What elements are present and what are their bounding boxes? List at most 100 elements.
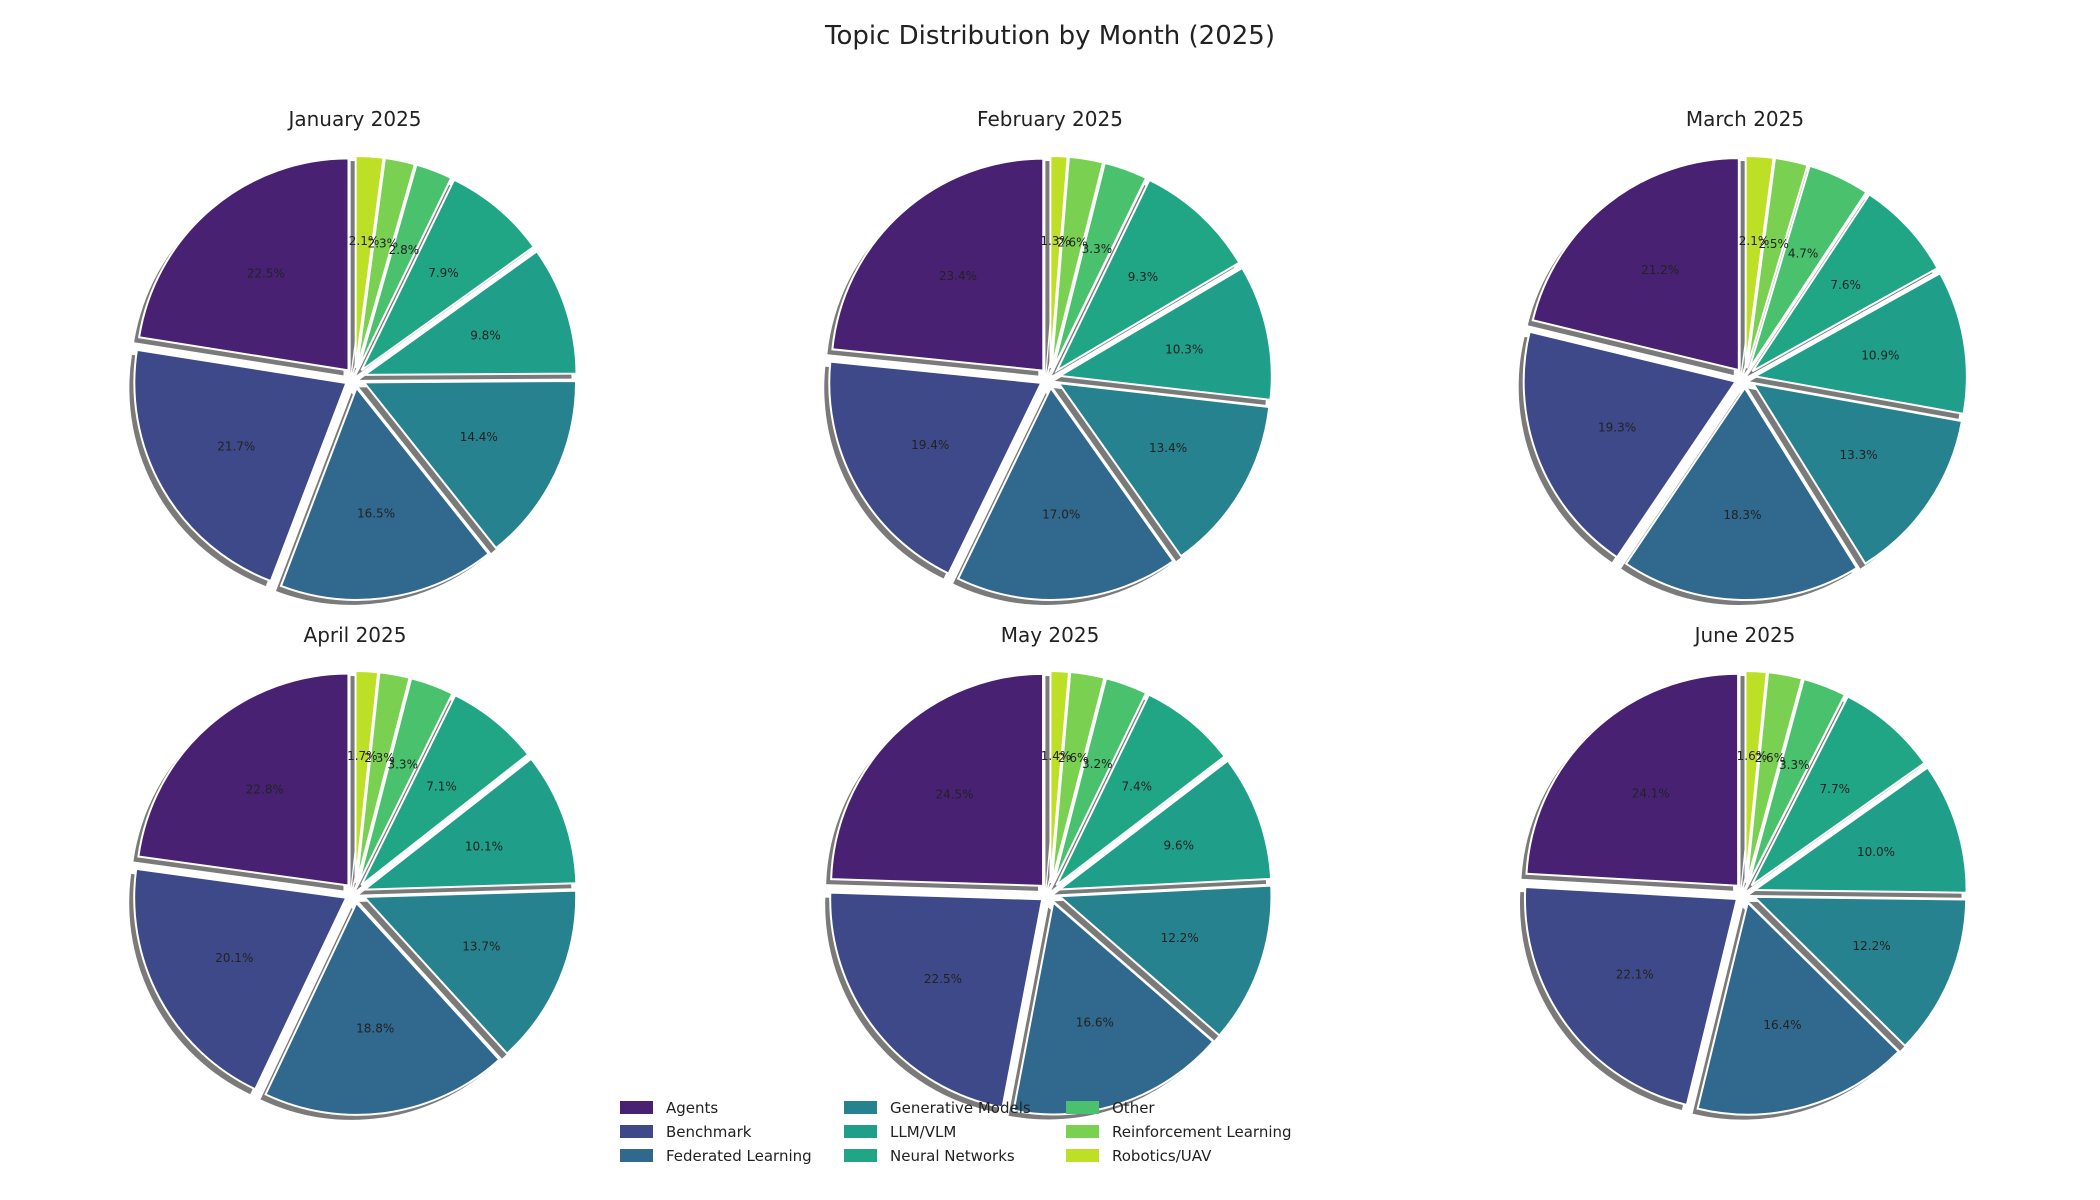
- legend-item-agents: Agents: [620, 1099, 718, 1117]
- legend-swatch: [620, 1101, 653, 1114]
- wedge-label-llm-vlm: 10.3%: [1165, 342, 1203, 356]
- wedge-llm-vlm: [1056, 266, 1273, 401]
- pie-wedge-layer: [829, 670, 1273, 1116]
- legend-label: Reinforcement Learning: [1112, 1123, 1292, 1141]
- wedge-label-robotics-uav: 2.1%: [1739, 234, 1770, 248]
- wedge-robotics-uav: [354, 155, 385, 369]
- wedge-agents: [1531, 157, 1740, 372]
- legend-item-neural-networks: Neural Networks: [844, 1147, 1015, 1165]
- legend: Agents Benchmark Federated Learning Generat…: [620, 1099, 1292, 1165]
- wedge-federated-learning: [264, 901, 501, 1116]
- wedge-federated-learning: [956, 386, 1175, 601]
- wedge-generative-models: [1751, 895, 1968, 1048]
- wedge-label-other: 3.3%: [1779, 758, 1810, 772]
- wedge-label-robotics-uav: 2.1%: [349, 234, 380, 248]
- pie-label-layer: 23.4% 19.4% 17.0% 13.4% 10.3% 9.3% 3.3%2.6%1.3…: [911, 234, 1203, 522]
- wedge-llm-vlm: [1751, 766, 1968, 894]
- wedge-label-benchmark: 19.3%: [1598, 421, 1636, 435]
- wedge-label-agents: 23.4%: [939, 269, 977, 283]
- pie-wedge-layer: [1523, 670, 1968, 1116]
- pie-april-2025: April 2025 22.8% 20.1% 18.8% 13.7% 10.1% 7.1% 3…: [129, 623, 578, 1120]
- legend-swatch: [844, 1101, 877, 1114]
- wedge-label-robotics-uav: 1.6%: [1737, 749, 1768, 763]
- wedge-label-generative-models: 13.3%: [1839, 448, 1877, 462]
- legend-label: Agents: [666, 1099, 718, 1117]
- wedge-generative-models: [1751, 382, 1964, 565]
- wedge-other: [357, 163, 453, 370]
- pie-may-2025: May 2025 24.5% 22.5% 16.6% 12.2% 9.6% 7.4% 3.2%…: [825, 623, 1273, 1120]
- wedge-other: [1052, 161, 1148, 370]
- legend-label: Neural Networks: [890, 1147, 1015, 1165]
- wedge-reinforcement-learning: [355, 671, 411, 884]
- wedge-label-neural-networks: 7.7%: [1820, 782, 1851, 796]
- legend-label: Benchmark: [666, 1123, 752, 1141]
- wedge-neural-networks: [1751, 193, 1939, 373]
- wedge-label-reinforcement-learning: 2.3%: [368, 237, 399, 251]
- legend-item-federated-learning: Federated Learning: [620, 1147, 812, 1165]
- wedge-robotics-uav: [1049, 670, 1071, 884]
- wedge-label-generative-models: 12.2%: [1853, 939, 1891, 953]
- legend-item-robotics-uav: Robotics/UAV: [1066, 1147, 1212, 1165]
- wedge-label-llm-vlm: 9.6%: [1164, 839, 1195, 853]
- wedge-benchmark: [133, 867, 348, 1091]
- wedge-label-agents: 24.5%: [935, 787, 973, 801]
- wedge-label-generative-models: 13.7%: [462, 940, 500, 954]
- pie-label-layer: 21.2% 19.3% 18.3% 13.3% 10.9% 7.6% 4.7%2.5%2.1…: [1598, 234, 1899, 522]
- wedge-label-neural-networks: 7.4%: [1122, 780, 1153, 794]
- wedge-generative-models: [1056, 381, 1271, 558]
- wedge-neural-networks: [1055, 693, 1227, 887]
- legend-label: Other: [1112, 1099, 1155, 1117]
- wedge-label-neural-networks: 9.3%: [1128, 270, 1159, 284]
- wedge-federated-learning: [1012, 900, 1215, 1116]
- wedge-label-neural-networks: 7.6%: [1830, 278, 1861, 292]
- pie-title-march-2025: March 2025: [1686, 107, 1804, 131]
- pie-wedge-layer: [828, 155, 1273, 601]
- wedge-label-federated-learning: 18.8%: [356, 1022, 394, 1036]
- wedge-label-reinforcement-learning: 2.6%: [1057, 236, 1088, 250]
- wedge-federated-learning: [1624, 386, 1859, 601]
- wedge-label-other: 4.7%: [1788, 247, 1819, 261]
- legend-swatch: [620, 1149, 653, 1162]
- wedge-reinforcement-learning: [356, 156, 417, 369]
- wedge-federated-learning: [1696, 900, 1900, 1116]
- wedge-label-reinforcement-learning: 2.5%: [1758, 237, 1789, 251]
- pie-title-february-2025: February 2025: [977, 107, 1123, 131]
- legend-swatch: [844, 1149, 877, 1162]
- wedge-label-robotics-uav: 1.4%: [1041, 749, 1072, 763]
- wedge-benchmark: [828, 360, 1043, 575]
- wedge-label-agents: 21.2%: [1641, 263, 1679, 277]
- wedge-label-benchmark: 19.4%: [911, 438, 949, 452]
- wedge-label-agents: 24.1%: [1632, 786, 1670, 800]
- wedge-label-reinforcement-learning: 2.6%: [1755, 751, 1786, 765]
- pie-january-2025: January 2025 22.5% 21.7% 16.5% 14.4% 9.8% 7.9%…: [129, 107, 578, 605]
- wedge-label-llm-vlm: 10.1%: [465, 839, 503, 853]
- legend-item-llm-vlm: LLM/VLM: [844, 1123, 956, 1141]
- wedge-label-reinforcement-learning: 2.3%: [364, 751, 395, 765]
- wedge-label-federated-learning: 16.4%: [1763, 1018, 1801, 1032]
- wedge-llm-vlm: [361, 249, 578, 376]
- wedge-neural-networks: [360, 178, 536, 372]
- wedge-label-benchmark: 21.7%: [217, 440, 255, 454]
- wedge-label-other: 2.8%: [389, 243, 420, 257]
- wedge-label-other: 3.3%: [387, 757, 418, 771]
- wedge-label-llm-vlm: 10.0%: [1857, 845, 1895, 859]
- wedge-label-benchmark: 20.1%: [215, 951, 253, 965]
- wedge-label-generative-models: 12.2%: [1161, 931, 1199, 945]
- legend-label: Robotics/UAV: [1112, 1147, 1212, 1165]
- wedge-label-generative-models: 13.4%: [1149, 441, 1187, 455]
- wedge-benchmark: [1523, 885, 1739, 1107]
- pie-title-january-2025: January 2025: [286, 107, 421, 131]
- wedge-reinforcement-learning: [1745, 671, 1804, 884]
- wedge-benchmark: [829, 891, 1044, 1109]
- pie-label-layer: 22.5% 21.7% 16.5% 14.4% 9.8% 7.9% 2.8%2.3%2.1%: [217, 234, 501, 520]
- pie-label-layer: 22.8% 20.1% 18.8% 13.7% 10.1% 7.1% 3.3%2.3%1.7…: [215, 749, 503, 1036]
- wedge-label-generative-models: 14.4%: [460, 430, 498, 444]
- wedge-label-robotics-uav: 1.7%: [347, 749, 378, 763]
- wedge-llm-vlm: [361, 757, 578, 891]
- wedge-agents: [137, 672, 350, 887]
- pie-february-2025: February 2025 23.4% 19.4% 17.0% 13.4% 10.3% 9.…: [824, 107, 1273, 605]
- legend-swatch: [1066, 1125, 1099, 1138]
- wedge-label-robotics-uav: 1.3%: [1040, 234, 1071, 248]
- wedge-label-neural-networks: 7.9%: [428, 266, 459, 280]
- legend-item-benchmark: Benchmark: [620, 1123, 752, 1141]
